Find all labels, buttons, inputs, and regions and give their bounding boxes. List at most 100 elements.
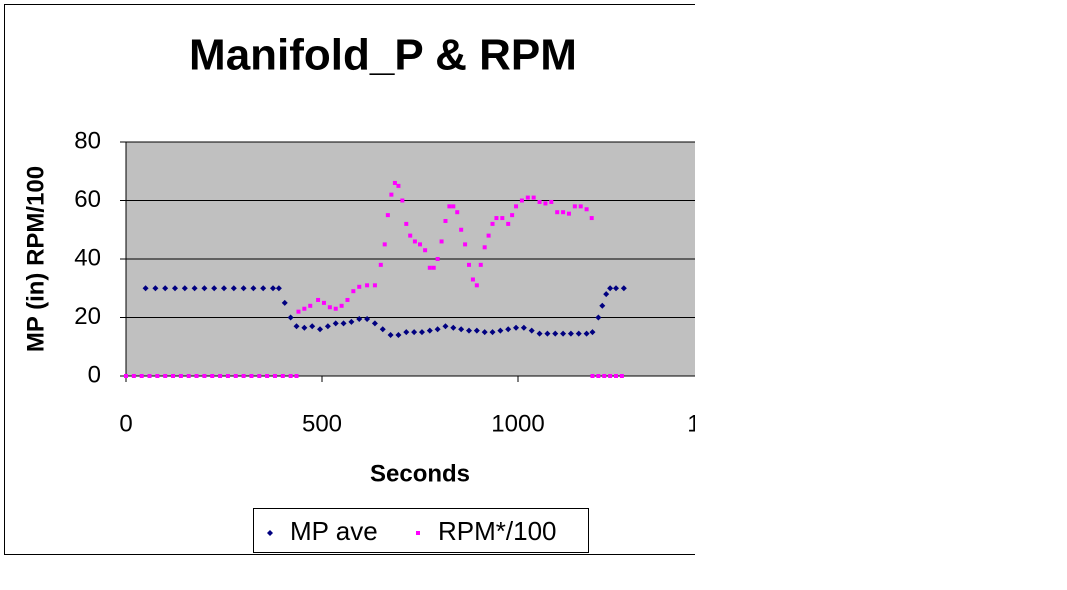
point <box>435 257 440 261</box>
y-tick-label: 80 <box>74 127 101 154</box>
point <box>490 221 495 226</box>
point <box>348 318 355 325</box>
point <box>357 284 362 289</box>
point <box>403 329 410 336</box>
point <box>602 374 607 378</box>
point <box>474 283 479 288</box>
point <box>578 204 583 209</box>
legend-label: RPM*/100 <box>438 516 557 546</box>
x-tick-label: 500 <box>302 410 342 437</box>
point <box>293 323 300 330</box>
point <box>481 329 488 336</box>
point <box>451 204 456 209</box>
chart-title: Manifold_P & RPM <box>189 31 577 80</box>
point <box>308 303 313 308</box>
point <box>584 207 589 212</box>
point <box>583 330 590 337</box>
x-tick-label: 1000 <box>491 410 544 437</box>
point <box>411 329 418 336</box>
point <box>301 324 308 331</box>
point <box>525 195 530 200</box>
point <box>418 329 425 336</box>
point <box>155 374 160 378</box>
point <box>316 297 321 302</box>
point <box>543 201 548 206</box>
point <box>379 326 386 333</box>
point <box>281 299 288 306</box>
point <box>172 285 178 292</box>
point <box>324 323 331 330</box>
point <box>536 330 543 337</box>
point <box>321 300 326 305</box>
point <box>194 374 199 378</box>
point <box>608 374 613 378</box>
point <box>513 324 520 331</box>
y-tick-label: 40 <box>74 244 101 271</box>
point <box>450 324 457 331</box>
point <box>544 330 551 337</box>
point <box>356 315 363 322</box>
point <box>233 374 238 378</box>
point <box>510 213 515 218</box>
point <box>131 374 136 378</box>
point <box>599 302 606 309</box>
point <box>613 285 619 292</box>
point <box>201 285 208 292</box>
point <box>572 204 577 209</box>
point <box>186 374 191 378</box>
point <box>351 289 356 294</box>
point <box>473 327 480 334</box>
point <box>620 285 627 292</box>
point <box>280 374 285 378</box>
point <box>603 291 610 298</box>
y-tick-label: 0 <box>88 361 101 388</box>
point <box>371 320 378 327</box>
point <box>332 320 339 327</box>
legend-label: MP ave <box>290 516 378 546</box>
point <box>595 314 602 321</box>
point <box>549 199 554 204</box>
point <box>265 374 270 378</box>
point <box>221 285 227 292</box>
point <box>395 332 402 339</box>
point <box>514 204 519 209</box>
point <box>506 221 511 226</box>
point <box>458 326 465 333</box>
point <box>270 285 276 292</box>
point <box>482 245 487 250</box>
point <box>404 221 409 226</box>
point <box>478 262 483 267</box>
point <box>202 374 207 378</box>
point <box>163 374 168 378</box>
point <box>494 216 499 221</box>
point <box>340 320 347 327</box>
point <box>555 210 560 215</box>
point <box>389 192 394 197</box>
point <box>505 326 512 333</box>
point <box>162 285 169 292</box>
legend-marker <box>416 531 420 535</box>
point <box>463 242 468 247</box>
point <box>442 323 449 330</box>
point <box>423 248 428 253</box>
point <box>139 374 144 378</box>
x-axis-label: Seconds <box>370 460 470 487</box>
point <box>443 218 448 223</box>
point <box>470 277 475 282</box>
point <box>171 374 176 378</box>
point <box>412 239 417 244</box>
legend-marker <box>267 530 273 536</box>
point <box>466 327 472 334</box>
point <box>241 374 246 378</box>
point <box>260 285 267 292</box>
point <box>589 216 594 221</box>
point <box>427 265 432 270</box>
point <box>345 297 350 302</box>
point <box>294 374 299 378</box>
point <box>178 374 183 378</box>
point <box>210 374 215 378</box>
point <box>364 315 371 322</box>
point <box>396 183 401 188</box>
point <box>497 327 504 334</box>
point <box>426 327 433 334</box>
